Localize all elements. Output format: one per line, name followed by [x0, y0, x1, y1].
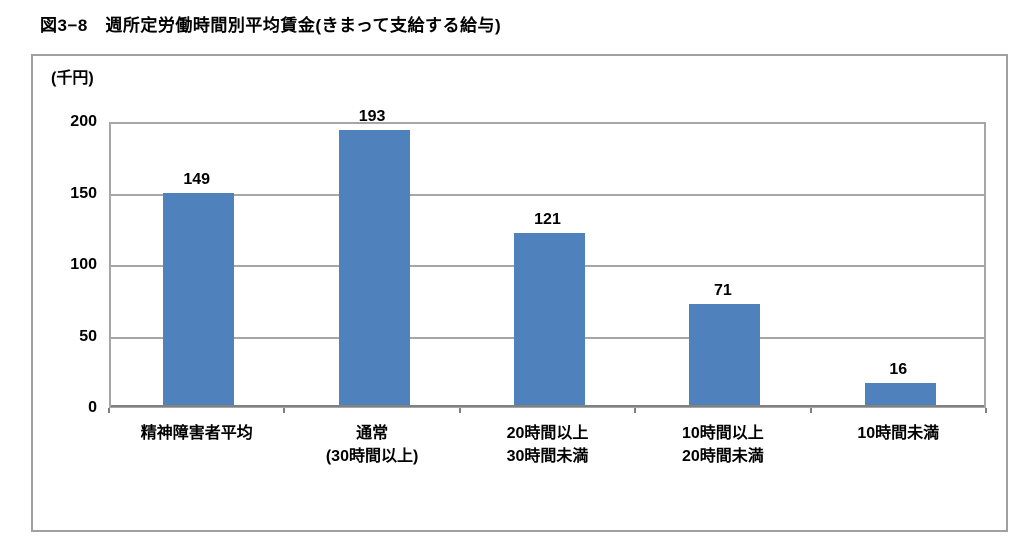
- x-axis-tick-mark: [283, 408, 286, 413]
- y-tick-label: 100: [70, 256, 97, 273]
- bar-value-label: 149: [183, 170, 211, 188]
- x-axis-tick-mark: [809, 408, 812, 413]
- y-tick-label: 50: [79, 327, 97, 345]
- x-category-label: 20時間以上 30時間未満: [506, 425, 589, 465]
- x-category-label: 通常 (30時間以上): [325, 425, 419, 465]
- bar-value-label: 16: [889, 361, 908, 379]
- x-axis-line: [111, 405, 984, 407]
- x-axis-tick-mark: [985, 408, 987, 413]
- y-tick-label: 0: [88, 399, 97, 416]
- bar: [514, 232, 585, 406]
- bar: [864, 383, 936, 406]
- x-category-label: 精神障害者平均: [140, 425, 253, 442]
- x-axis-tick-mark: [458, 408, 461, 413]
- plot-area: [109, 122, 986, 408]
- bar: [689, 304, 761, 406]
- x-category-label: 10時間未満: [857, 425, 940, 442]
- x-axis-tick-mark: [108, 408, 110, 413]
- bar-value-label: 193: [358, 108, 386, 125]
- bar-value-label: 121: [534, 210, 561, 228]
- y-tick-label: 200: [70, 113, 97, 130]
- bar-value-label: 71: [713, 282, 732, 300]
- chart-frame: (千円) 0 50 100 150 200 精神障害者平均 通常 (30時間以上) 20時間…: [31, 54, 1008, 532]
- bar: [338, 130, 410, 406]
- figure-title: 図3−8 週所定労働時間別平均賃金(きまって支給する給与): [40, 16, 502, 35]
- y-axis-unit-label: (千円): [51, 70, 94, 87]
- x-category-label: 10時間以上 20時間未満: [681, 425, 764, 465]
- gridline: [111, 193, 984, 196]
- y-tick-label: 150: [70, 184, 97, 202]
- bar: [163, 192, 235, 406]
- x-axis-tick-mark: [634, 408, 637, 413]
